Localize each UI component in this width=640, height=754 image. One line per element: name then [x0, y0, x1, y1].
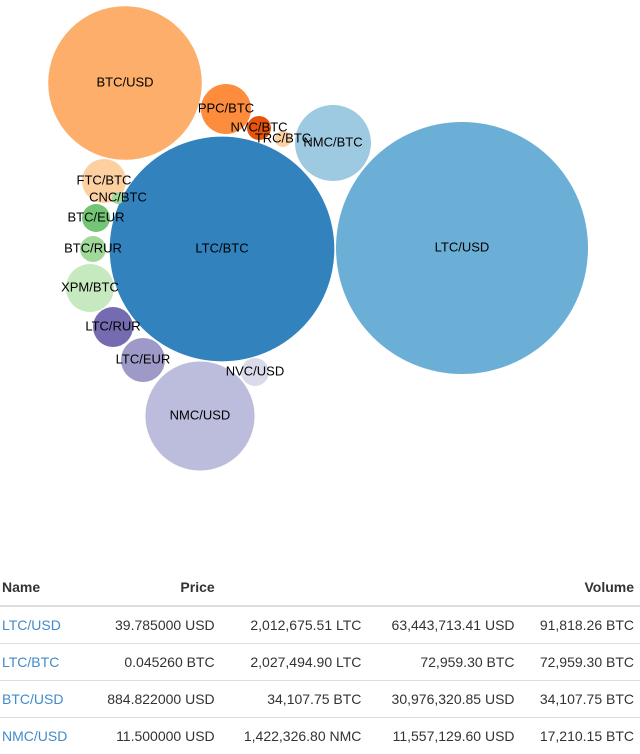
bubble-label: FTC/BTC	[77, 172, 132, 187]
pair-link[interactable]: LTC/BTC	[2, 654, 59, 670]
bubble-label: LTC/RUR	[85, 318, 140, 333]
table-cell: 2,027,494.90 LTC	[221, 644, 368, 681]
header-row: Name Price Volume	[0, 568, 640, 606]
header-cell	[367, 568, 520, 606]
bubble-label: BTC/EUR	[67, 209, 124, 224]
bubble-label: BTC/USD	[96, 74, 153, 89]
table-cell: 2,012,675.51 LTC	[221, 606, 368, 644]
bubble-label: LTC/BTC	[195, 240, 248, 255]
table-cell: 34,107.75 BTC	[221, 681, 368, 718]
pair-link[interactable]: NMC/USD	[2, 728, 67, 744]
table-cell: 30,976,320.85 USD	[367, 681, 520, 718]
bubble-chart: BTC/USDPPC/BTCNVC/BTCTRC/BTCNMC/BTCLTC/B…	[0, 0, 640, 560]
table-cell: 17,210.15 BTC	[521, 718, 640, 754]
bubble-label: NMC/USD	[170, 407, 231, 422]
bubble-label: LTC/USD	[435, 239, 490, 254]
table-cell: LTC/BTC	[0, 644, 86, 681]
table-cell: 63,443,713.41 USD	[367, 606, 520, 644]
pair-link[interactable]: BTC/USD	[2, 691, 63, 707]
table-cell: 0.045260 BTC	[86, 644, 221, 681]
table-cell: 72,959.30 BTC	[367, 644, 520, 681]
bubble-label: NVC/USD	[226, 363, 285, 378]
table-cell: 34,107.75 BTC	[521, 681, 640, 718]
table-cell: 39.785000 USD	[86, 606, 221, 644]
header-cell: Name	[0, 568, 86, 606]
table-cell: NMC/USD	[0, 718, 86, 754]
bubble-label: BTC/RUR	[64, 240, 122, 255]
bubble-label: LTC/EUR	[116, 351, 171, 366]
bubble-label: CNC/BTC	[89, 189, 147, 204]
pair-link[interactable]: LTC/USD	[2, 617, 61, 633]
header-cell: Volume	[521, 568, 640, 606]
bubble-label: XPM/BTC	[61, 279, 119, 294]
table-cell: 11,557,129.60 USD	[367, 718, 520, 754]
table-cell: 11.500000 USD	[86, 718, 221, 754]
table-cell: 1,422,326.80 NMC	[221, 718, 368, 754]
header-cell	[221, 568, 368, 606]
bubble-label: PPC/BTC	[198, 100, 254, 115]
table-cell: 884.822000 USD	[86, 681, 221, 718]
table-cell: BTC/USD	[0, 681, 86, 718]
bubble-label: NMC/BTC	[303, 134, 362, 149]
header-cell: Price	[86, 568, 221, 606]
table-cell: 72,959.30 BTC	[521, 644, 640, 681]
table-cell: 91,818.26 BTC	[521, 606, 640, 644]
table-cell: LTC/USD	[0, 606, 86, 644]
